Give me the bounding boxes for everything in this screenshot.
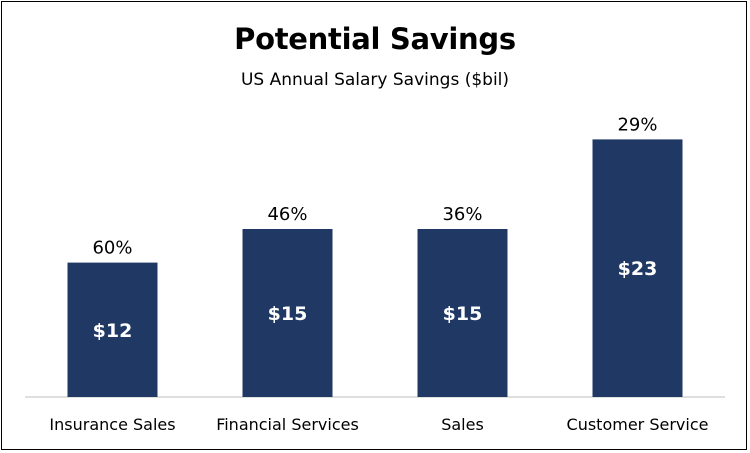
category-label: Insurance Sales [49,415,175,434]
chart-subtitle: US Annual Salary Savings ($bil) [240,70,510,90]
percent-label: 60% [92,238,132,259]
chart-title: Potential Savings [234,22,516,56]
labels-group: $12 60% Insurance Sales $15 46% Financial Ser… [49,114,708,434]
bar-value-label: $15 [268,303,308,325]
bar-insurance-sales [67,262,158,397]
category-label: Customer Service [567,415,709,434]
category-label: Financial Services [216,415,359,434]
bar-value-label: $15 [443,303,483,325]
bar-financial-services [242,229,333,397]
bar-value-label: $23 [618,258,658,280]
percent-label: 46% [267,204,307,225]
percent-label: 36% [442,204,482,225]
bar-customer-service [592,139,683,397]
bar-sales [417,229,508,397]
bars-group [67,139,683,397]
percent-label: 29% [617,114,657,135]
category-label: Sales [441,415,484,434]
bar-value-label: $12 [93,320,133,342]
